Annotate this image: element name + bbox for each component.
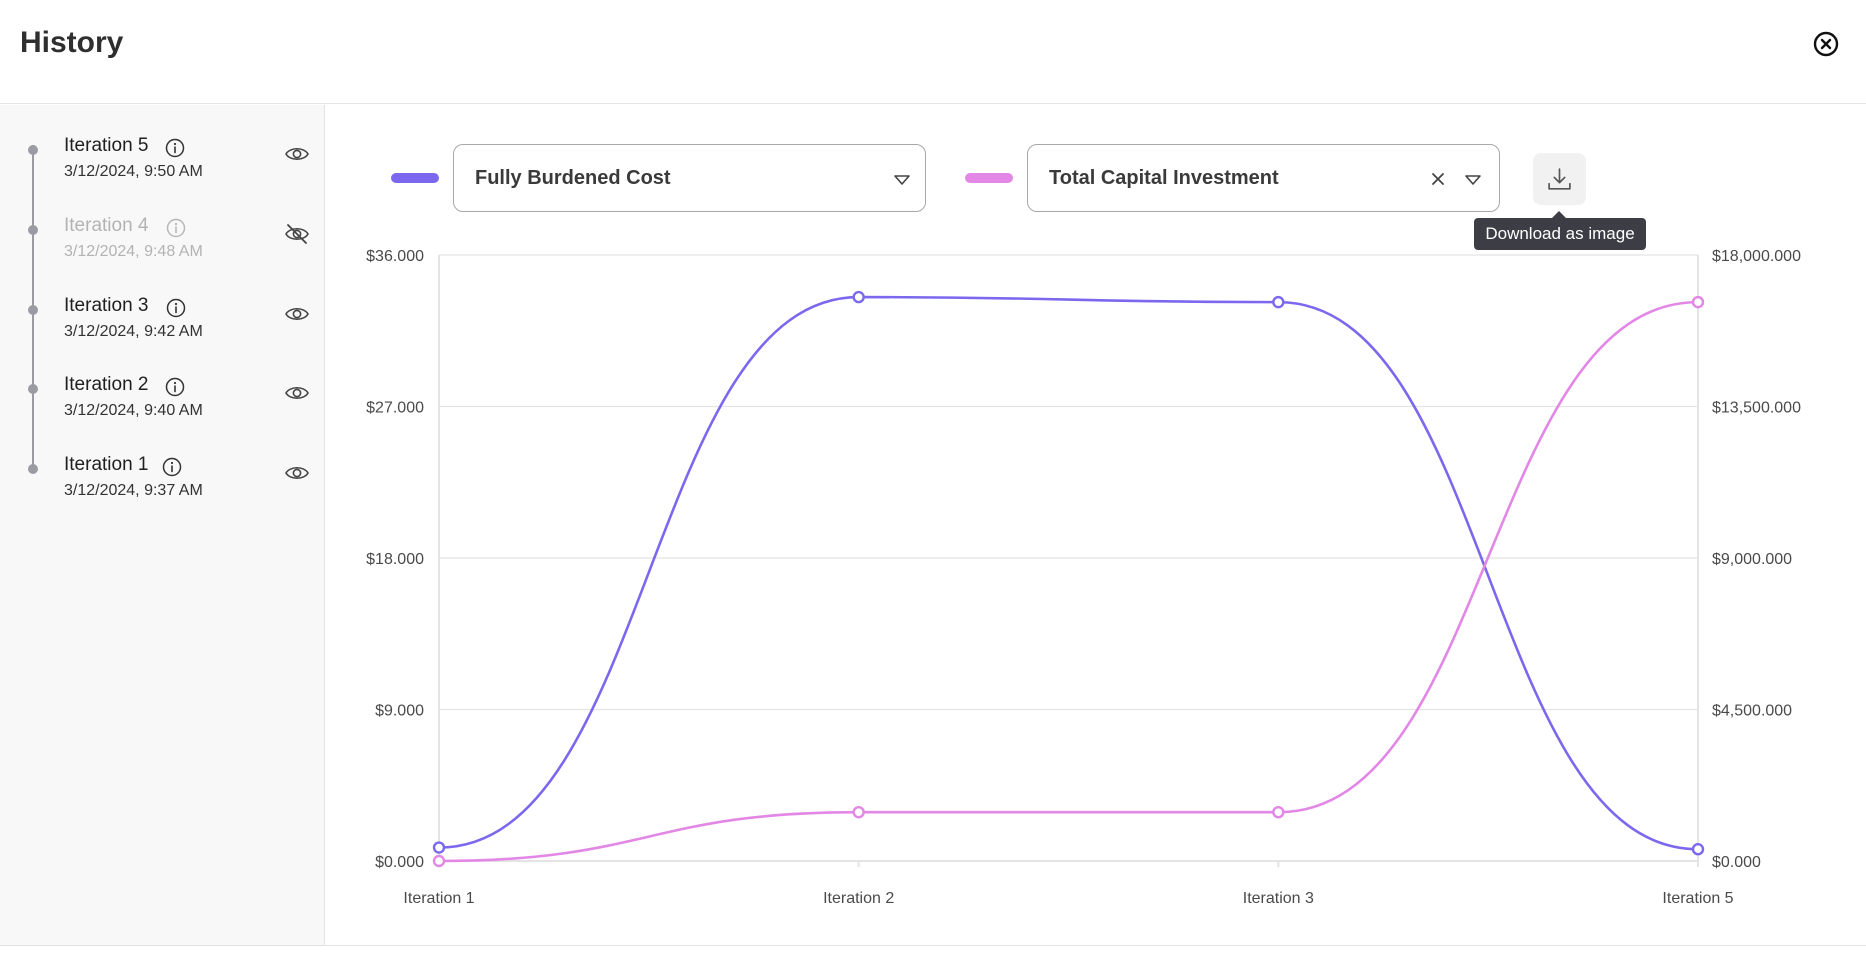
- iteration-date: 3/12/2024, 9:50 AM: [64, 163, 203, 180]
- iteration-item[interactable]: Iteration 4 3/12/2024, 9:48 AM: [0, 215, 325, 279]
- eye-icon[interactable]: [284, 141, 310, 167]
- chevron-down-icon: [1465, 175, 1481, 185]
- modal-header: History: [0, 0, 1866, 104]
- x-tick-label: Iteration 2: [823, 890, 894, 907]
- iteration-item[interactable]: Iteration 3 3/12/2024, 9:42 AM: [0, 295, 325, 359]
- y-right-tick-label: $0.000: [1712, 854, 1761, 871]
- info-icon[interactable]: [162, 457, 182, 477]
- iteration-name: Iteration 4: [64, 215, 149, 236]
- y-right-tick-label: $18,000.000: [1712, 248, 1801, 265]
- info-icon[interactable]: [166, 298, 186, 318]
- download-button[interactable]: [1533, 153, 1586, 205]
- x-tick-label: Iteration 3: [1243, 890, 1314, 907]
- iteration-item[interactable]: Iteration 5 3/12/2024, 9:50 AM: [0, 135, 325, 199]
- data-point: [432, 841, 446, 854]
- data-point: [1691, 295, 1705, 309]
- y-left-tick-label: $18.000: [366, 551, 424, 568]
- data-point: [852, 805, 865, 819]
- x-tick-label: Iteration 5: [1662, 890, 1733, 907]
- y-left-tick-label: $9.000: [375, 703, 424, 720]
- data-point: [432, 854, 446, 868]
- metric1-select[interactable]: Fully Burdened Cost: [453, 144, 926, 212]
- chevron-down-icon: [894, 175, 910, 185]
- series-line: [438, 295, 1699, 851]
- info-icon[interactable]: [165, 377, 185, 397]
- info-icon[interactable]: [166, 218, 186, 238]
- iteration-date: 3/12/2024, 9:37 AM: [64, 482, 203, 499]
- iteration-name: Iteration 1: [64, 454, 149, 475]
- y-right-tick-label: $4,500.000: [1712, 703, 1792, 720]
- metric1-value: Fully Burdened Cost: [475, 167, 671, 189]
- series-line: [438, 300, 1699, 863]
- metric2-value: Total Capital Investment: [1049, 167, 1279, 189]
- download-icon: [1548, 168, 1571, 190]
- x-tick-label: Iteration 1: [403, 890, 474, 907]
- iteration-name: Iteration 3: [64, 295, 149, 316]
- series1-legend-swatch: [391, 173, 439, 183]
- iteration-item[interactable]: Iteration 2 3/12/2024, 9:40 AM: [0, 374, 325, 438]
- iteration-name: Iteration 5: [64, 135, 149, 156]
- eye-icon[interactable]: [284, 460, 310, 486]
- timeline-dot: [28, 225, 38, 235]
- iteration-name: Iteration 2: [64, 374, 149, 395]
- iteration-date: 3/12/2024, 9:40 AM: [64, 402, 203, 419]
- data-point: [1691, 843, 1705, 856]
- page-title: History: [20, 26, 124, 59]
- timeline-dot: [28, 145, 38, 155]
- y-left-tick-label: $27.000: [366, 400, 424, 417]
- iteration-date: 3/12/2024, 9:48 AM: [64, 243, 203, 260]
- tooltip-arrow: [1552, 211, 1566, 218]
- iteration-date: 3/12/2024, 9:42 AM: [64, 323, 203, 340]
- eye-icon[interactable]: [284, 301, 310, 327]
- y-right-tick-label: $13,500.000: [1712, 400, 1801, 417]
- timeline-dot: [28, 384, 38, 394]
- metric2-select[interactable]: Total Capital Investment: [1027, 144, 1500, 212]
- y-right-tick-label: $9,000.000: [1712, 551, 1792, 568]
- info-icon[interactable]: [165, 138, 185, 158]
- iteration-sidebar: Iteration 5 3/12/2024, 9:50 AM Iteration…: [0, 105, 325, 946]
- data-point: [1272, 295, 1285, 309]
- y-left-tick-label: $0.000: [375, 854, 424, 871]
- y-left-tick-label: $36.000: [366, 248, 424, 265]
- iteration-item[interactable]: Iteration 1 3/12/2024, 9:37 AM: [0, 454, 325, 518]
- footer-divider: [0, 945, 1866, 946]
- data-point: [852, 290, 865, 304]
- timeline-dot: [28, 464, 38, 474]
- clear-icon[interactable]: [1428, 169, 1448, 189]
- download-tooltip: Download as image: [1474, 218, 1646, 250]
- eye-icon[interactable]: [284, 380, 310, 406]
- series2-legend-swatch: [965, 173, 1013, 183]
- eye-off-icon[interactable]: [284, 221, 310, 247]
- data-point: [1272, 805, 1285, 819]
- close-icon[interactable]: [1812, 30, 1840, 58]
- timeline-dot: [28, 305, 38, 315]
